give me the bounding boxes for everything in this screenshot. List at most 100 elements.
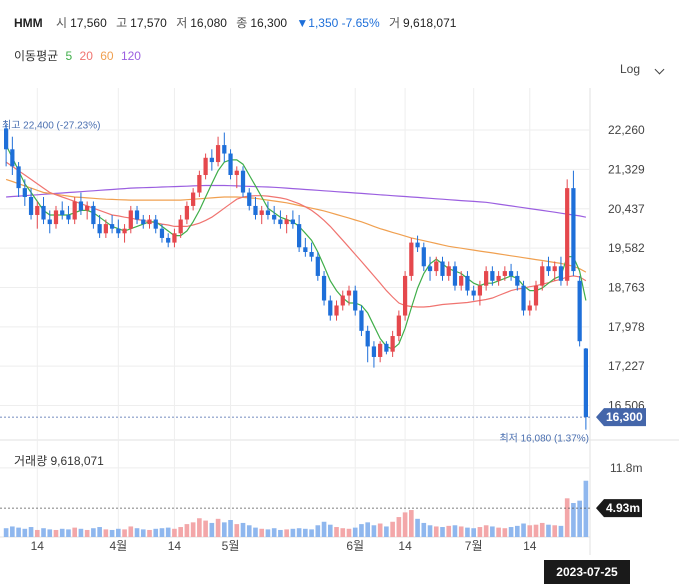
candle-body xyxy=(334,305,339,316)
candle-body xyxy=(134,210,140,220)
volume-bar xyxy=(533,524,539,537)
candle-body xyxy=(484,271,489,286)
candle-body xyxy=(141,219,146,225)
candle-body xyxy=(465,275,470,291)
time-tick-label: 7월 xyxy=(465,539,483,553)
candle-body xyxy=(452,266,458,286)
candle-body xyxy=(240,170,246,193)
volume-bar xyxy=(514,525,520,537)
volume-bar xyxy=(558,525,564,537)
volume-bar xyxy=(483,525,489,537)
volume-bar xyxy=(402,512,408,537)
candle-body xyxy=(203,157,208,176)
price-tick-label: 18,763 xyxy=(608,280,645,294)
volume-bar xyxy=(465,527,470,537)
volume-bar xyxy=(265,529,271,537)
volume-bar xyxy=(359,524,364,537)
candle-body xyxy=(247,192,252,206)
candle-body xyxy=(284,219,289,225)
candle-body xyxy=(265,210,271,215)
candle-body xyxy=(321,275,327,301)
volume-bar xyxy=(440,527,445,537)
volume-bar xyxy=(271,528,277,537)
volume-bar xyxy=(122,529,127,537)
volume-bar xyxy=(433,526,439,537)
candle-body xyxy=(122,228,127,234)
volume-header-label: 거 xyxy=(389,16,401,30)
candle-body xyxy=(521,285,526,311)
current-volume-label: 4.93m xyxy=(606,501,640,515)
time-tick-label: 6월 xyxy=(346,539,364,553)
candle-body xyxy=(278,219,283,225)
volume-bar xyxy=(458,526,464,537)
volume-bar xyxy=(209,522,215,537)
current-volume-tag xyxy=(596,499,642,518)
candle-body xyxy=(459,275,464,286)
volume-bar xyxy=(59,528,65,537)
volume-bar xyxy=(165,527,171,537)
volume-bar xyxy=(477,527,483,537)
price-tick-label: 17,978 xyxy=(608,320,645,334)
candle-body xyxy=(359,310,364,331)
volume-bar xyxy=(384,526,389,537)
ma-60-label: 60 xyxy=(100,49,114,63)
time-tick-label: 4월 xyxy=(109,539,127,553)
volume-bar xyxy=(427,525,433,537)
volume-bar xyxy=(334,527,339,537)
volume-bar xyxy=(396,517,402,537)
candle-body xyxy=(346,290,352,296)
volume-label: 거래량 xyxy=(14,454,48,468)
volume-bar xyxy=(471,528,476,537)
candle-body xyxy=(471,290,476,296)
candle-body xyxy=(72,201,77,220)
current-price-label: 16,300 xyxy=(606,410,643,424)
candle-body xyxy=(78,201,84,211)
volume-bar xyxy=(103,529,109,537)
volume-bar xyxy=(41,528,46,537)
volume-bar xyxy=(290,528,296,537)
quote-header: HMM 시 17,560 고 17,570 저 16,080 종 16,300 ▼1,3… xyxy=(14,14,462,31)
candle-body xyxy=(28,196,34,215)
ma120-line xyxy=(6,184,587,218)
price-change: ▼1,350 -7.65% xyxy=(296,16,380,30)
volume-bar xyxy=(508,527,514,537)
candle-body xyxy=(490,271,495,281)
candle-body xyxy=(421,247,426,267)
candle-body xyxy=(253,205,258,215)
scale-toggle-button[interactable]: Log xyxy=(620,62,641,76)
candle-body xyxy=(197,175,202,193)
candle-body xyxy=(309,251,314,257)
candle-body xyxy=(209,157,214,163)
candle-body xyxy=(527,305,532,311)
volume-bar xyxy=(197,518,202,537)
volume-bar xyxy=(583,480,589,537)
volume-panel-label: 거래량 9,618,071 xyxy=(14,452,104,469)
candle-body xyxy=(340,295,345,306)
candle-body xyxy=(446,266,451,276)
candle-body xyxy=(4,128,9,150)
volume-bar xyxy=(546,524,551,537)
volume-bar xyxy=(315,525,321,537)
volume-bar xyxy=(390,521,395,537)
moving-average-legend: 이동평균 5 20 60 120 xyxy=(14,47,145,64)
volume-bar xyxy=(240,522,246,537)
candle-body xyxy=(378,343,383,357)
candle-body xyxy=(365,330,370,347)
ma-120-label: 120 xyxy=(120,49,141,63)
volume-bar xyxy=(278,529,283,537)
candle-body xyxy=(184,205,190,220)
ma-5-label: 5 xyxy=(65,49,73,63)
close-label: 종 xyxy=(236,16,248,30)
volume-bar xyxy=(234,524,240,537)
min-price-annotation: 최저 16,080 (1.37%) xyxy=(499,433,589,445)
volume-bar xyxy=(78,528,84,537)
candle-body xyxy=(60,210,65,215)
candle-body xyxy=(477,285,483,296)
candle-body xyxy=(153,219,158,229)
ma60-line xyxy=(5,178,587,273)
candle-body xyxy=(22,188,27,197)
open-label: 시 xyxy=(56,16,68,30)
volume-bar xyxy=(502,528,508,537)
price-tick-label: 19,582 xyxy=(608,241,645,255)
